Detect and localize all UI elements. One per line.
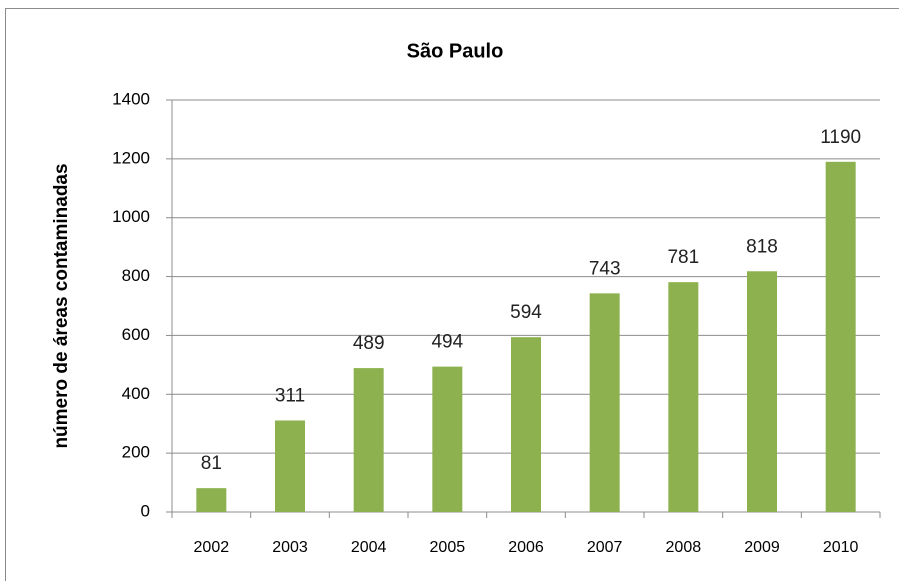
bar [668, 282, 699, 512]
data-label: 594 [510, 302, 542, 323]
y-tick-label: 1200 [112, 148, 150, 167]
x-tick-label: 2006 [508, 539, 544, 556]
y-tick-label: 400 [122, 384, 150, 403]
data-label: 781 [667, 247, 699, 268]
y-tick-label: 600 [122, 325, 150, 344]
bar [432, 366, 463, 512]
y-tick-label: 1400 [112, 89, 150, 108]
chart-title: São Paulo [407, 40, 504, 62]
x-tick-label: 2010 [823, 539, 859, 556]
x-tick-label: 2003 [272, 539, 308, 556]
y-tick-label: 800 [122, 266, 150, 285]
data-label: 1190 [820, 127, 861, 148]
x-tick-label: 2004 [351, 539, 387, 556]
bar [275, 420, 305, 512]
bar [353, 368, 384, 512]
y-axis-label: número de áreas contaminadas [51, 163, 72, 448]
data-label: 743 [589, 258, 621, 279]
x-tick-label: 2008 [666, 539, 702, 556]
bar [589, 293, 620, 512]
data-label: 494 [431, 332, 463, 353]
x-tick-label: 2005 [430, 539, 466, 556]
data-label: 311 [275, 385, 305, 406]
bar [825, 161, 856, 513]
x-tick-label: 2009 [744, 539, 780, 556]
y-tick-label: 1000 [112, 207, 150, 226]
bar [511, 337, 541, 512]
bar [747, 271, 777, 512]
x-tick-label: 2007 [587, 539, 623, 556]
data-label: 489 [353, 333, 385, 354]
x-tick-label: 2002 [194, 539, 230, 556]
data-label: 818 [746, 236, 778, 257]
y-tick-label: 200 [122, 443, 150, 462]
y-tick-label: 0 [141, 501, 150, 520]
bar [196, 488, 227, 512]
data-label: 81 [201, 453, 222, 474]
